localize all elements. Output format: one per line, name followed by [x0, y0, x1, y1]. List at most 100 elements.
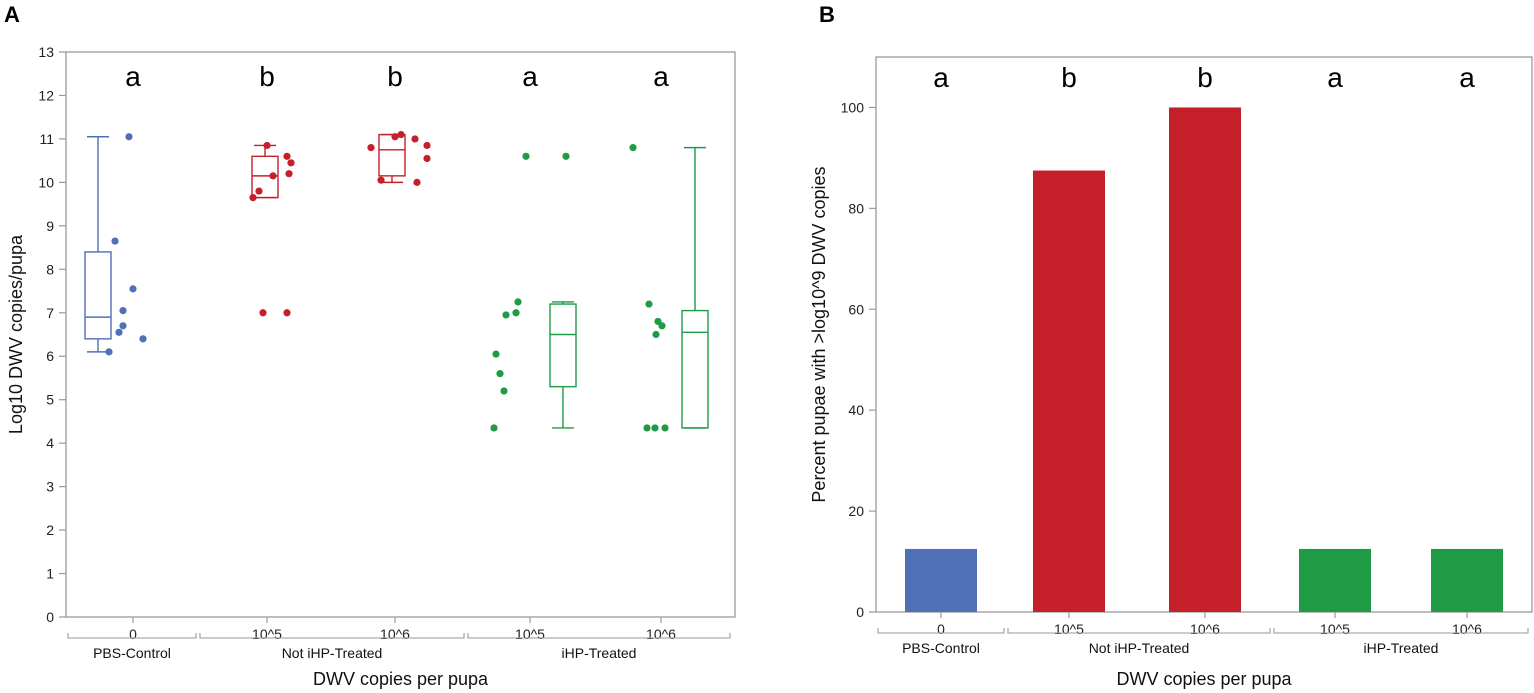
group-label: iHP-Treated — [1364, 640, 1439, 656]
y-tick-label: 12 — [38, 87, 54, 103]
y-tick-label: 1 — [46, 566, 54, 582]
data-point — [490, 424, 498, 432]
data-point — [629, 144, 637, 152]
data-point — [367, 144, 375, 152]
y-tick-label: 10 — [38, 174, 54, 190]
y-tick-label: 40 — [848, 402, 864, 418]
chart-b-bar-chart: 0 20 40 60 80 100 Percent pupae with >log10^9 … — [809, 56, 1533, 689]
significance-letter: a — [125, 61, 141, 92]
y-tick-label: 8 — [46, 261, 54, 277]
significance-letter: a — [1327, 62, 1343, 93]
data-point — [111, 237, 119, 245]
y-tick-label: 100 — [841, 99, 865, 115]
y-axis-title: Log10 DWV copies/pupa — [6, 234, 26, 434]
bar — [1033, 170, 1105, 613]
data-point — [105, 348, 113, 356]
data-point — [119, 306, 127, 315]
box-iqr — [681, 309, 709, 429]
y-tick-label: 13 — [38, 44, 54, 60]
data-point — [643, 424, 651, 432]
significance-letter: a — [1459, 62, 1475, 93]
data-point — [259, 309, 267, 317]
data-point — [411, 135, 419, 143]
data-point — [129, 285, 137, 293]
y-tick-label: 11 — [39, 131, 54, 147]
y-tick-label: 4 — [46, 435, 54, 451]
data-point — [269, 172, 277, 180]
y-axis-title: Percent pupae with >log10^9 DWV copies — [809, 166, 829, 502]
data-point — [397, 130, 405, 139]
group-label: Not iHP-Treated — [282, 645, 383, 661]
data-point — [500, 387, 508, 395]
data-point — [562, 152, 570, 160]
significance-letter: b — [259, 61, 275, 92]
data-point — [255, 187, 263, 195]
data-point — [423, 154, 431, 163]
group-bracket — [199, 633, 465, 639]
data-point — [522, 152, 530, 160]
group-label: PBS-Control — [902, 640, 980, 656]
data-point — [285, 170, 293, 178]
x-axis-title: DWV copies per pupa — [313, 669, 489, 689]
significance-letter: b — [1197, 62, 1213, 93]
significance-letter: b — [1061, 62, 1077, 93]
box-iqr — [84, 251, 112, 340]
data-point — [263, 141, 271, 150]
data-point — [125, 133, 133, 141]
box-iqr — [251, 155, 279, 199]
data-point — [514, 298, 522, 306]
x-tick-label: 10^6 — [1190, 621, 1220, 637]
y-tick-label: 7 — [46, 305, 54, 321]
y-tick-label: 5 — [46, 392, 54, 408]
plot-frame — [65, 51, 736, 618]
data-point — [645, 300, 653, 308]
y-tick-label: 0 — [856, 604, 864, 620]
group-bracket — [467, 633, 731, 639]
data-point — [283, 152, 291, 160]
bar — [1299, 548, 1371, 612]
data-point — [423, 141, 431, 150]
x-tick-label: 10^6 — [380, 626, 410, 642]
group-bracket — [877, 628, 1005, 634]
x-tick-label: 10^5 — [1320, 621, 1350, 637]
data-point — [377, 176, 385, 184]
x-tick-label: 10^5 — [1054, 621, 1084, 637]
y-tick-label: 6 — [46, 348, 54, 364]
data-point — [413, 178, 421, 186]
panel-letter-b: B — [819, 2, 835, 27]
x-tick-label: 0 — [937, 621, 945, 637]
x-tick-label: 10^6 — [646, 626, 676, 642]
y-tick-label: 3 — [46, 479, 54, 495]
data-point — [658, 322, 666, 330]
box-iqr — [549, 303, 577, 388]
data-point — [651, 424, 659, 432]
group-bracket — [67, 633, 197, 639]
group-label: iHP-Treated — [562, 645, 637, 661]
y-tick-label: 20 — [848, 503, 864, 519]
y-tick-label: 60 — [848, 301, 864, 317]
data-point — [492, 350, 500, 358]
bar — [1431, 548, 1503, 612]
x-tick-label: 0 — [129, 626, 137, 642]
y-tick-label: 2 — [46, 522, 54, 538]
data-point — [661, 424, 669, 432]
panel-letter-a: A — [4, 2, 20, 27]
data-point — [249, 193, 257, 202]
box-iqr — [378, 133, 406, 177]
data-point — [391, 133, 399, 141]
data-point — [496, 370, 504, 378]
bar — [905, 548, 977, 612]
bar — [1169, 107, 1241, 613]
data-point — [287, 159, 295, 167]
data-point — [283, 309, 291, 317]
x-axis-title: DWV copies per pupa — [1116, 669, 1292, 689]
group-label: PBS-Control — [93, 645, 171, 661]
significance-letter: a — [522, 61, 538, 92]
x-tick-label: 10^5 — [252, 626, 282, 642]
group-bracket — [1273, 628, 1529, 634]
x-tick-label: 10^5 — [515, 626, 545, 642]
significance-letter: b — [387, 61, 403, 92]
data-point — [512, 309, 520, 317]
